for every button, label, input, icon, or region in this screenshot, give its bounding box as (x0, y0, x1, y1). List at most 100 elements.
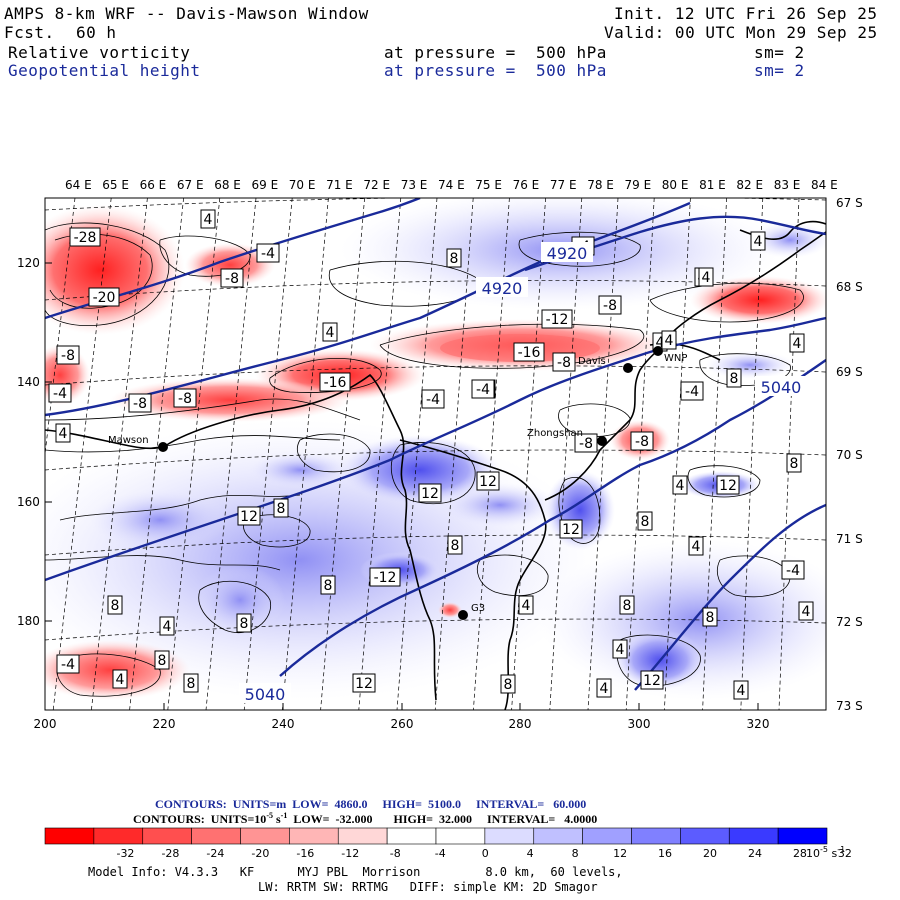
vorticity-label-text: 4 (702, 270, 711, 286)
station-davis: Davis (578, 356, 633, 373)
vorticity-label-box: 8 (236, 613, 252, 633)
colorbar: -32 -28 -24 -20 -16 -12 -8 -4 0 4 8 12 16 20 24 28 3210-… (44, 827, 852, 860)
vorticity-label-text: 12 (240, 509, 258, 525)
vorticity-label-text: -8 (635, 434, 649, 450)
longitude-label: 69 E (252, 178, 279, 192)
vorticity-label-text: 8 (277, 501, 286, 517)
vorticity-label-box: 8 (702, 607, 718, 627)
label-box-frame (154, 650, 170, 670)
longitude-label: 70 E (289, 178, 316, 192)
longitude-label: 79 E (625, 178, 652, 192)
label-box-frame (446, 248, 462, 268)
colorbar-swatch (142, 827, 192, 845)
colorbar-swatch (484, 827, 535, 845)
vorticity-label-text: 8 (111, 598, 120, 614)
vorticity-label-text: 4 (163, 619, 172, 635)
height-label-bg (239, 683, 291, 703)
colorbar-swatch (289, 827, 339, 845)
vorticity-label-box: -8 (173, 388, 197, 408)
label-box-frame (319, 372, 351, 392)
height-label-bg (476, 277, 528, 297)
station-markers: Mawson Zhongshan Davis WNP G3 (108, 346, 687, 620)
label-box-frame (322, 322, 338, 342)
meridian-line (320, 198, 365, 710)
vorticity-contour-exp2: -1 (280, 811, 288, 820)
forecast-hour: 60 h (76, 23, 117, 42)
colorbar-unit-base: 10 (806, 847, 820, 860)
station-zhongshan: Zhongshan (527, 428, 607, 446)
station-g3: G3 (458, 603, 485, 620)
colorbar-label: 32 (838, 847, 852, 860)
vorticity-label-text: -4 (61, 657, 75, 673)
grid-x-label: 300 (628, 717, 651, 731)
longitude-label: 84 E (811, 178, 838, 192)
grid-y-label: 180 (17, 614, 40, 628)
grid-y-label: 120 (17, 256, 40, 270)
station-dot (653, 346, 663, 356)
label-box-frame (518, 595, 534, 615)
vorticity-label-box: 8 (637, 511, 653, 531)
latitude-label: 70 S (836, 448, 863, 462)
vorticity-label-box: -8 (220, 268, 244, 288)
label-box-frame (680, 381, 704, 401)
grid-x-label: 280 (509, 717, 532, 731)
vorticity-label-box: -4 (48, 383, 72, 403)
vorticity-label-text: 4 (600, 681, 609, 697)
vorticity-label-text: -4 (476, 382, 490, 398)
label-box-frame (256, 243, 280, 263)
colorbar-label: -8 (390, 847, 401, 860)
grid-x-label: 220 (153, 717, 176, 731)
label-box-frame (619, 595, 635, 615)
label-box-frame (173, 388, 197, 408)
vorticity-label-box: -8 (128, 393, 152, 413)
station-wnp: WNP (653, 346, 687, 364)
colorbar-label: 20 (703, 847, 717, 860)
label-box-frame (726, 368, 742, 388)
label-box-frame (640, 670, 664, 690)
height-label-bg (541, 242, 593, 262)
label-box-frame (786, 453, 802, 473)
vorticity-label-text: -8 (178, 391, 192, 407)
vorticity-label-box: -8 (552, 352, 576, 372)
label-box-frame (672, 475, 688, 495)
meridian-line (205, 198, 257, 710)
colorbar-unit-exp2: -1 (837, 845, 845, 854)
vorticity-label-box: 8 (107, 595, 123, 615)
vorticity-label-text: 4 (676, 478, 685, 494)
colorbar-swatch (680, 827, 730, 845)
label-box-frame (220, 268, 244, 288)
label-box-frame (56, 654, 80, 674)
label-box-frame (273, 498, 289, 518)
meridian-line (587, 198, 619, 710)
vorticity-label-box: -16 (319, 372, 351, 392)
vorticity-label-text: -12 (374, 570, 397, 586)
vorticity-label-box: 4 (733, 680, 749, 700)
grid-x-label: 240 (272, 717, 295, 731)
label-box-frame (48, 383, 72, 403)
height-label-text: 5040 (245, 685, 286, 704)
vorticity-label-text: -8 (603, 298, 617, 314)
meridian-line (664, 198, 691, 710)
vorticity-label-text: 4 (522, 598, 531, 614)
meridian-line (358, 198, 402, 710)
vorticity-label-text: 4 (656, 335, 665, 351)
colorbar-swatch (240, 827, 290, 845)
longitude-label: 80 E (662, 178, 689, 192)
colorbar-label: -28 (161, 847, 179, 860)
vorticity-label-box: 8 (786, 453, 802, 473)
colorbar-swatch (191, 827, 241, 845)
vorticity-label-text: -28 (74, 230, 97, 246)
label-box-frame (183, 673, 199, 693)
colorbar-label: 8 (572, 847, 579, 860)
colorbar-label: -24 (206, 847, 224, 860)
station-mawson: Mawson (108, 435, 168, 452)
label-box-frame (107, 595, 123, 615)
longitude-label: 74 E (438, 178, 465, 192)
longitude-label: 64 E (65, 178, 92, 192)
latitude-label: 67 S (836, 196, 863, 210)
vorticity-label-text: -16 (324, 375, 347, 391)
label-box-frame (159, 616, 175, 636)
meridian-line (434, 198, 474, 710)
vorticity-label-text: -8 (133, 396, 147, 412)
colorbar-swatch (728, 827, 779, 845)
